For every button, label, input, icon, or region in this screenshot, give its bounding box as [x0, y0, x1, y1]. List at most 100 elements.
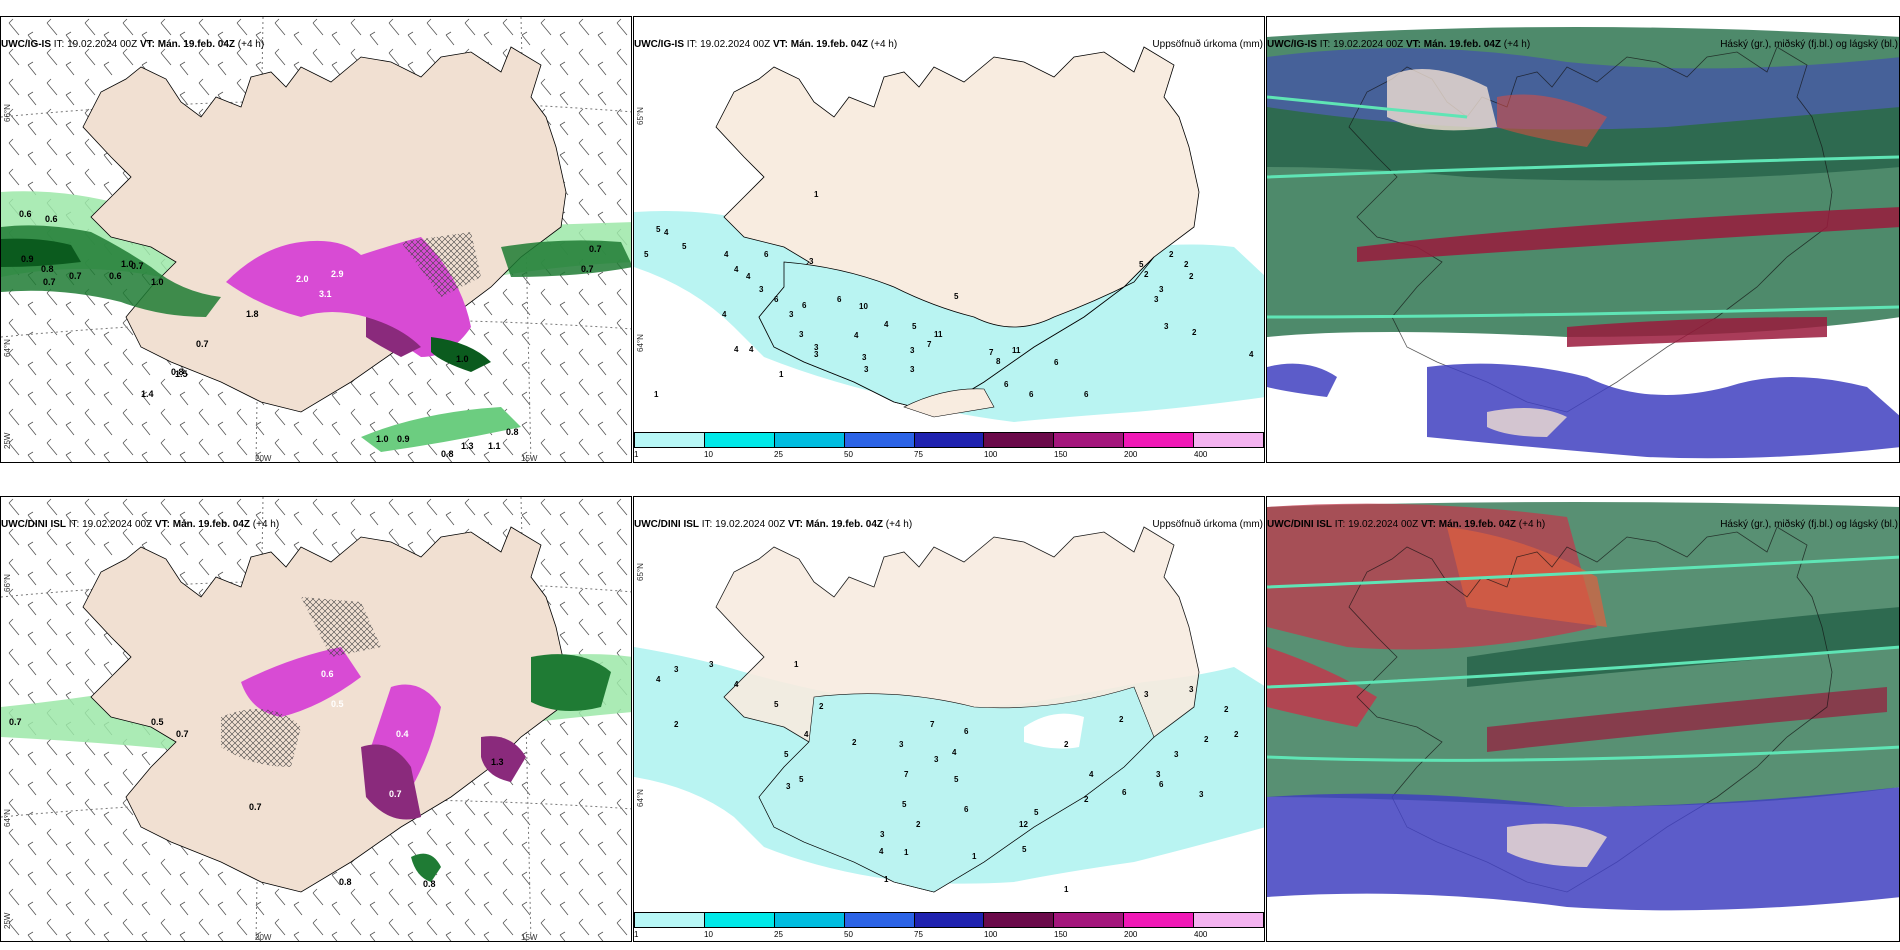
- cloud-cover-map: [1267, 17, 1899, 462]
- lead-time: (+4 h): [870, 39, 898, 50]
- colorbar-label: 100: [984, 450, 998, 459]
- colorbar-label: 25: [774, 450, 783, 459]
- issue-time: 19.02.2024 00Z: [82, 519, 153, 530]
- it-label: IT:: [701, 519, 713, 530]
- it-label: IT:: [686, 39, 698, 50]
- precip-label: 12: [1019, 820, 1028, 829]
- precip-label: 2: [1169, 250, 1174, 259]
- valid-time: Mán. 19.feb. 04Z: [1423, 39, 1501, 50]
- snow-label: 0.7: [249, 802, 262, 812]
- precip-amount-labels: 4 3 3 2 4 5 1 5 2 4 5 3 2 7 3 6 4 3 7 5 …: [656, 660, 1239, 894]
- lon-label: 15W: [521, 933, 538, 942]
- snow-label: 0.9: [397, 434, 410, 444]
- precip-label: 10: [859, 302, 868, 311]
- cloud-cover-map: [1267, 497, 1899, 941]
- precip-label: 5: [644, 250, 649, 259]
- precip-label: 4: [734, 345, 739, 354]
- snow-label: 1.3: [491, 757, 504, 767]
- precip-label: 6: [1122, 788, 1127, 797]
- lat-label: 65°N: [636, 107, 645, 125]
- precip-label: 6: [1054, 358, 1059, 367]
- lead-time: (+4 h): [1518, 519, 1546, 530]
- colorbar-label: 25: [774, 930, 783, 939]
- precip-label: 2: [1084, 795, 1089, 804]
- snow-label: 0.9: [21, 254, 34, 264]
- colorbar-seg: [1054, 913, 1125, 927]
- precip-label: 5: [1022, 845, 1027, 854]
- panel-title: Háský (gr.), miðský (fj.bl.) og lágský (…: [1720, 39, 1898, 50]
- map-panel-top-left: 0.6 0.6 0.9 0.8 0.7 1.0 0.7 0.6 1.0 0.7 …: [0, 16, 632, 463]
- lon-label: 25W: [3, 912, 12, 929]
- lead-time: (+4 h): [885, 519, 913, 530]
- lon-label: 20W: [255, 454, 272, 463]
- valid-time: Mán. 19.feb. 04Z: [805, 519, 883, 530]
- precip-label: 2: [1184, 260, 1189, 269]
- panel-header: UWC/DINI ISL IT: 19.02.2024 00Z VT: Mán.…: [1266, 516, 1900, 534]
- precip-label: 3: [709, 660, 714, 669]
- panel-title: Háský (gr.), miðský (fj.bl.) og lágský (…: [1720, 519, 1898, 530]
- snow-label: 1.8: [246, 309, 259, 319]
- it-label: IT:: [53, 39, 65, 50]
- precip-label: 3: [674, 665, 679, 674]
- panel-title: Uppsöfnuð úrkoma (mm): [1152, 519, 1263, 530]
- colorbar-label: 75: [914, 450, 923, 459]
- precip-label: 3: [1199, 790, 1204, 799]
- valid-time: Mán. 19.feb. 04Z: [1438, 519, 1516, 530]
- precip-map: 4 3 3 2 4 5 1 5 2 4 5 3 2 7 3 6 4 3 7 5 …: [634, 526, 1264, 894]
- precip-label: 7: [930, 720, 935, 729]
- precip-label: 3: [1164, 322, 1169, 331]
- panel-header: UWC/IG-IS IT: 19.02.2024 00Z VT: Mán. 19…: [633, 36, 1265, 54]
- snow-amount-labels: 0.7 0.5 0.7 0.6 1.3 0.7 0.8 0.5 0.4 0.7 …: [9, 669, 504, 889]
- precip-label: 1: [779, 370, 784, 379]
- snow-label: 1.4: [141, 389, 154, 399]
- precip-label: 5: [954, 775, 959, 784]
- precip-label: 3: [1154, 295, 1159, 304]
- panel-header: UWC/DINI ISL IT: 19.02.2024 00Z VT: Mán.…: [0, 516, 632, 534]
- precip-label: 11: [934, 330, 943, 339]
- precip-label: 1: [794, 660, 799, 669]
- snow-label: 0.7: [69, 271, 82, 281]
- colorbar: [634, 912, 1264, 928]
- panel-header: UWC/DINI ISL IT: 19.02.2024 00Z VT: Mán.…: [633, 516, 1265, 534]
- colorbar-label: 1: [634, 930, 639, 939]
- precip-label: 7: [989, 348, 994, 357]
- precip-label: 3: [862, 353, 867, 362]
- map-panel-bot-right: [1266, 496, 1900, 942]
- snow-label: 2.9: [331, 269, 344, 279]
- colorbar-label: 10: [704, 450, 713, 459]
- precip-label: 4: [734, 680, 739, 689]
- issue-time: 19.02.2024 00Z: [715, 519, 786, 530]
- precip-label: 6: [802, 301, 807, 310]
- lat-label: 64°N: [3, 809, 12, 827]
- precip-label: 3: [814, 343, 819, 352]
- colorbar-seg: [774, 913, 845, 927]
- colorbar-seg: [774, 433, 845, 447]
- precip-label: 7: [927, 340, 932, 349]
- lon-label: 15W: [521, 454, 538, 463]
- precip-label: 6: [837, 295, 842, 304]
- snow-amount-labels: 0.6 0.6 0.9 0.8 0.7 1.0 0.7 0.6 1.0 0.7 …: [19, 209, 602, 459]
- precip-label: 3: [809, 257, 814, 266]
- precip-label: 1: [972, 852, 977, 861]
- precip-label: 8: [996, 357, 1001, 366]
- precip-label: 2: [1224, 705, 1229, 714]
- panel-header: UWC/IG-IS IT: 19.02.2024 00Z VT: Mán. 19…: [1266, 36, 1900, 54]
- it-label: IT:: [1319, 39, 1331, 50]
- precip-label: 1: [814, 190, 819, 199]
- lead-time: (+4 h): [252, 519, 280, 530]
- precip-label: 6: [964, 805, 969, 814]
- issue-time: 19.02.2024 00Z: [67, 39, 138, 50]
- snow-label: 0.6: [45, 214, 58, 224]
- panel-header: UWC/IG-IS IT: 19.02.2024 00Z VT: Mán. 19…: [0, 36, 632, 54]
- precip-label: 2: [1064, 740, 1069, 749]
- precip-label: 5: [774, 700, 779, 709]
- precip-label: 4: [854, 331, 859, 340]
- precip-label: 4: [1249, 350, 1254, 359]
- snow-wind-map: 0.6 0.6 0.9 0.8 0.7 1.0 0.7 0.6 1.0 0.7 …: [1, 17, 631, 462]
- precip-label: 6: [1159, 780, 1164, 789]
- snow-label: 1.0: [121, 259, 134, 269]
- precip-label: 1: [1064, 885, 1069, 894]
- lat-label: 65°N: [636, 563, 645, 581]
- precip-label: 4: [664, 228, 669, 237]
- precip-label: 4: [746, 272, 751, 281]
